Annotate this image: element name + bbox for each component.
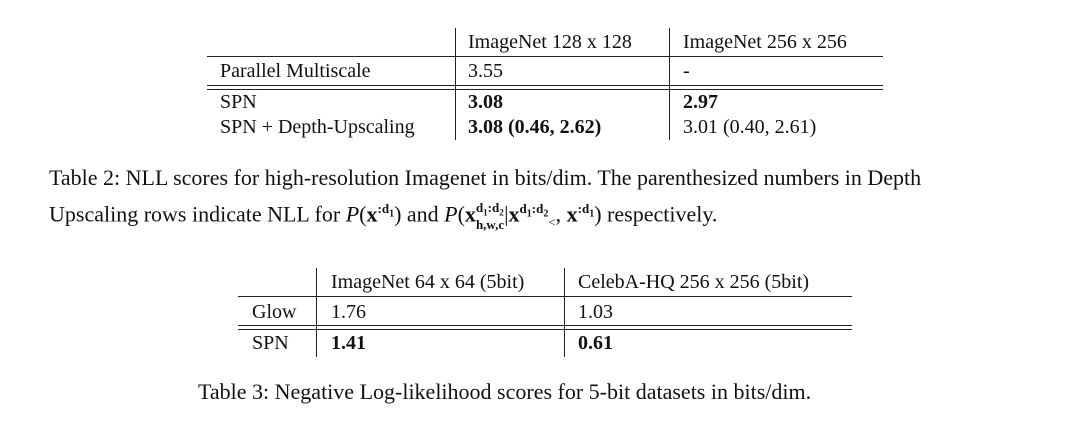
table2-double-rule-bottom [207,89,883,90]
table3-row-label: Glow [252,301,297,323]
table3-caption: Table 3: Negative Log-likelihood scores … [198,379,812,404]
table2-caption-line2: Upscaling rows indicate NLL for P(x:d1) … [49,199,718,232]
table3-header-col1: ImageNet 64 x 64 (5bit) [331,271,525,293]
table3-header-rule [238,296,852,297]
table3-cell: 1.03 [578,301,613,323]
caption-text: respectively. [607,201,718,227]
table3-vrule-1 [316,268,317,357]
caption-text: and [406,201,439,227]
table3-double-rule-bottom [238,329,852,330]
table2-cell: 3.55 [468,60,503,82]
table3-vrule-2 [564,268,565,357]
table2-header-rule [207,56,883,57]
table2-row-label: Parallel Multiscale [220,60,371,82]
table2-double-rule-top [207,85,883,86]
table2-cell-best: 2.97 [683,91,718,113]
table2-row-label: SPN [220,91,257,113]
table2-row-label: SPN + Depth-Upscaling [220,116,415,138]
table3-row-label: SPN [252,332,289,354]
table2-cell-best: 3.08 (0.46, 2.62) [468,116,602,138]
table2-vrule-1 [455,28,456,140]
table3-cell-best: 1.41 [331,332,366,354]
caption-text: Upscaling rows indicate NLL for [49,201,341,227]
math-p-x-cond: P [444,201,458,227]
table2-cell: - [683,60,690,82]
table2-cell: 3.01 (0.40, 2.61) [683,116,817,138]
table3-cell-best: 0.61 [578,332,613,354]
table2-caption-line1: Table 2: NLL scores for high-resolution … [49,165,922,190]
table3-double-rule-top [238,325,852,326]
table3-cell: 1.76 [331,301,366,323]
table2-header-col2: ImageNet 256 x 256 [683,31,847,53]
math-p-x-d1: P [345,201,360,227]
table3-header-col2: CelebA-HQ 256 x 256 (5bit) [578,271,810,293]
table2-header-col1: ImageNet 128 x 128 [468,31,632,53]
table2-vrule-2 [669,28,670,140]
table2-cell-best: 3.08 [468,91,503,113]
